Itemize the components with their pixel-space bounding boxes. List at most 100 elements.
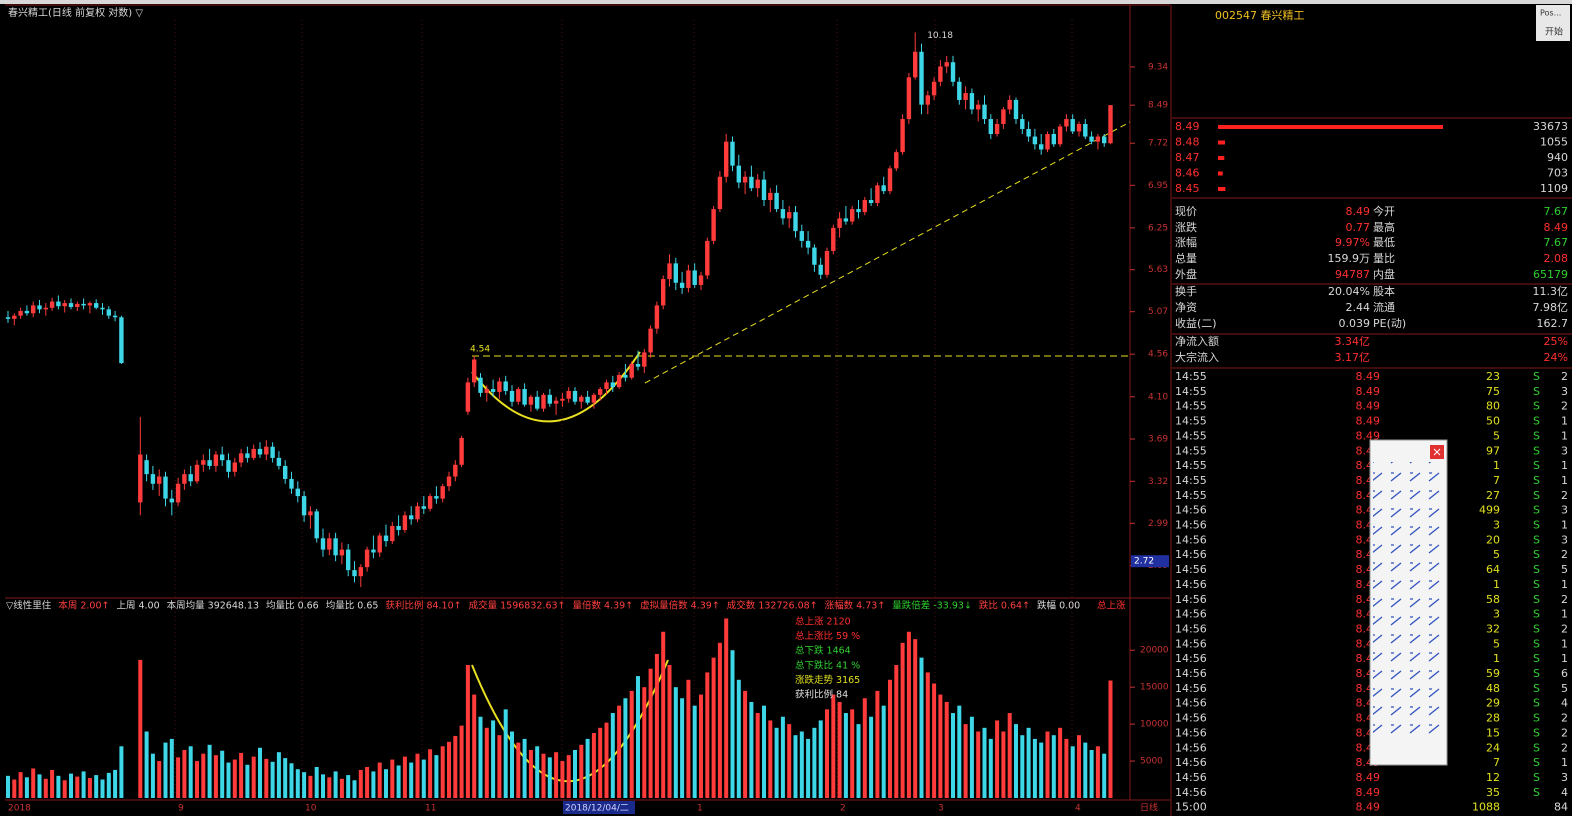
toolbar-buttons[interactable] — [1536, 5, 1570, 41]
candle-body — [75, 303, 80, 307]
volume-bar — [207, 744, 212, 798]
volume-bar — [856, 724, 861, 798]
candle-body — [440, 486, 445, 499]
volume-bar — [535, 746, 540, 798]
candle-body — [37, 305, 42, 310]
candle-body — [453, 464, 458, 477]
candle-body — [805, 240, 811, 248]
candle-body — [144, 460, 149, 475]
volume-bar — [339, 778, 344, 798]
tick-count: 3 — [1561, 504, 1568, 517]
volume-bar — [780, 716, 785, 798]
tick-price: 8.49 — [1356, 385, 1381, 398]
volume-bar — [623, 698, 628, 798]
volume-bar — [554, 752, 559, 798]
tick-volume: 32 — [1486, 622, 1500, 635]
quote-value: 0.039 — [1339, 317, 1371, 330]
candle-body — [377, 535, 382, 553]
candle-body — [982, 104, 987, 120]
volume-bar — [1102, 753, 1107, 798]
volume-bar — [1020, 735, 1025, 798]
candle-body — [642, 352, 647, 367]
candle-body — [862, 200, 867, 213]
candle-body — [150, 474, 156, 484]
volume-bar — [680, 698, 685, 798]
volume-bar — [182, 749, 187, 798]
candle-body — [900, 119, 905, 153]
y-tick-label: 4.10 — [1148, 392, 1168, 402]
tick-side: S — [1533, 741, 1540, 754]
candle-body — [843, 218, 849, 222]
date-highlight — [563, 801, 635, 814]
indicator-value: 量倍数 4.39↑ — [573, 600, 634, 612]
volume-bar — [100, 779, 105, 798]
stock-title: 002547 春兴精工 — [1215, 9, 1305, 22]
volume-bar — [409, 762, 414, 798]
quote-label: 涨幅 — [1175, 236, 1197, 249]
candle-body — [68, 303, 74, 307]
quote-value: 11.3亿 — [1533, 285, 1569, 298]
volume-bar — [503, 709, 508, 798]
tick-volume: 80 — [1486, 400, 1500, 413]
tick-count: 2 — [1561, 741, 1568, 754]
candle-body — [390, 525, 395, 542]
volume-bar — [245, 764, 250, 798]
quote-label: 量比 — [1373, 252, 1395, 265]
candle-body — [667, 263, 672, 280]
close-icon[interactable] — [1433, 448, 1441, 456]
volume-bar — [144, 731, 149, 798]
candle-body — [541, 394, 546, 409]
volume-bar — [793, 735, 798, 798]
quote-value: 65179 — [1533, 268, 1568, 281]
tick-price: 8.49 — [1356, 415, 1381, 428]
volume-bar — [957, 705, 962, 798]
tick-time: 15:00 — [1175, 801, 1207, 814]
volume-bar — [692, 705, 697, 798]
volume-bar — [547, 757, 552, 798]
volume-bar — [365, 766, 370, 798]
button[interactable]: 开始 — [1545, 26, 1563, 38]
candle-body — [780, 209, 786, 219]
volume-bar — [87, 778, 92, 798]
volume-bar — [358, 769, 363, 798]
candle-body — [270, 446, 275, 458]
tick-count: 1 — [1561, 652, 1568, 665]
volume-bar — [1051, 735, 1056, 798]
book-price: 8.47 — [1175, 151, 1200, 164]
volume-bar — [642, 687, 647, 798]
candle-body — [1007, 99, 1012, 110]
volume-bar — [169, 738, 174, 798]
candle-body — [585, 396, 590, 403]
volume-stat: 总下跌比 41 % — [795, 659, 860, 671]
candle-body — [327, 538, 332, 550]
drawing-palette[interactable] — [1369, 439, 1448, 766]
tick-time: 14:56 — [1175, 519, 1207, 532]
volume-bar — [12, 779, 17, 798]
volume-bar — [1095, 746, 1100, 798]
candle-body — [831, 227, 836, 251]
volume-bar — [894, 665, 899, 798]
volume-bar — [982, 727, 987, 798]
volume-bar — [447, 741, 451, 798]
palette-icons[interactable] — [1373, 462, 1445, 742]
candle-body — [56, 301, 61, 307]
candle-body — [472, 359, 477, 383]
quote-label: 涨跌 — [1175, 220, 1197, 234]
volume-bar — [220, 750, 225, 798]
candle-body — [850, 209, 855, 222]
volume-bar — [604, 722, 609, 798]
candle-body — [1032, 136, 1038, 145]
tick-time: 14:56 — [1175, 697, 1207, 710]
candle-body — [94, 303, 99, 308]
tick-price: 8.49 — [1356, 429, 1381, 442]
quote-value: 2.08 — [1544, 252, 1569, 265]
y-tick-label: 10000 — [1140, 720, 1169, 730]
candle-body — [100, 307, 105, 310]
candle-body — [1108, 105, 1113, 144]
tick-count: 1 — [1561, 756, 1568, 769]
y-tick-label: 5.63 — [1148, 265, 1168, 275]
tick-price: 8.49 — [1356, 370, 1381, 383]
button[interactable]: Pos... — [1540, 9, 1561, 18]
candle-body — [1026, 128, 1031, 137]
